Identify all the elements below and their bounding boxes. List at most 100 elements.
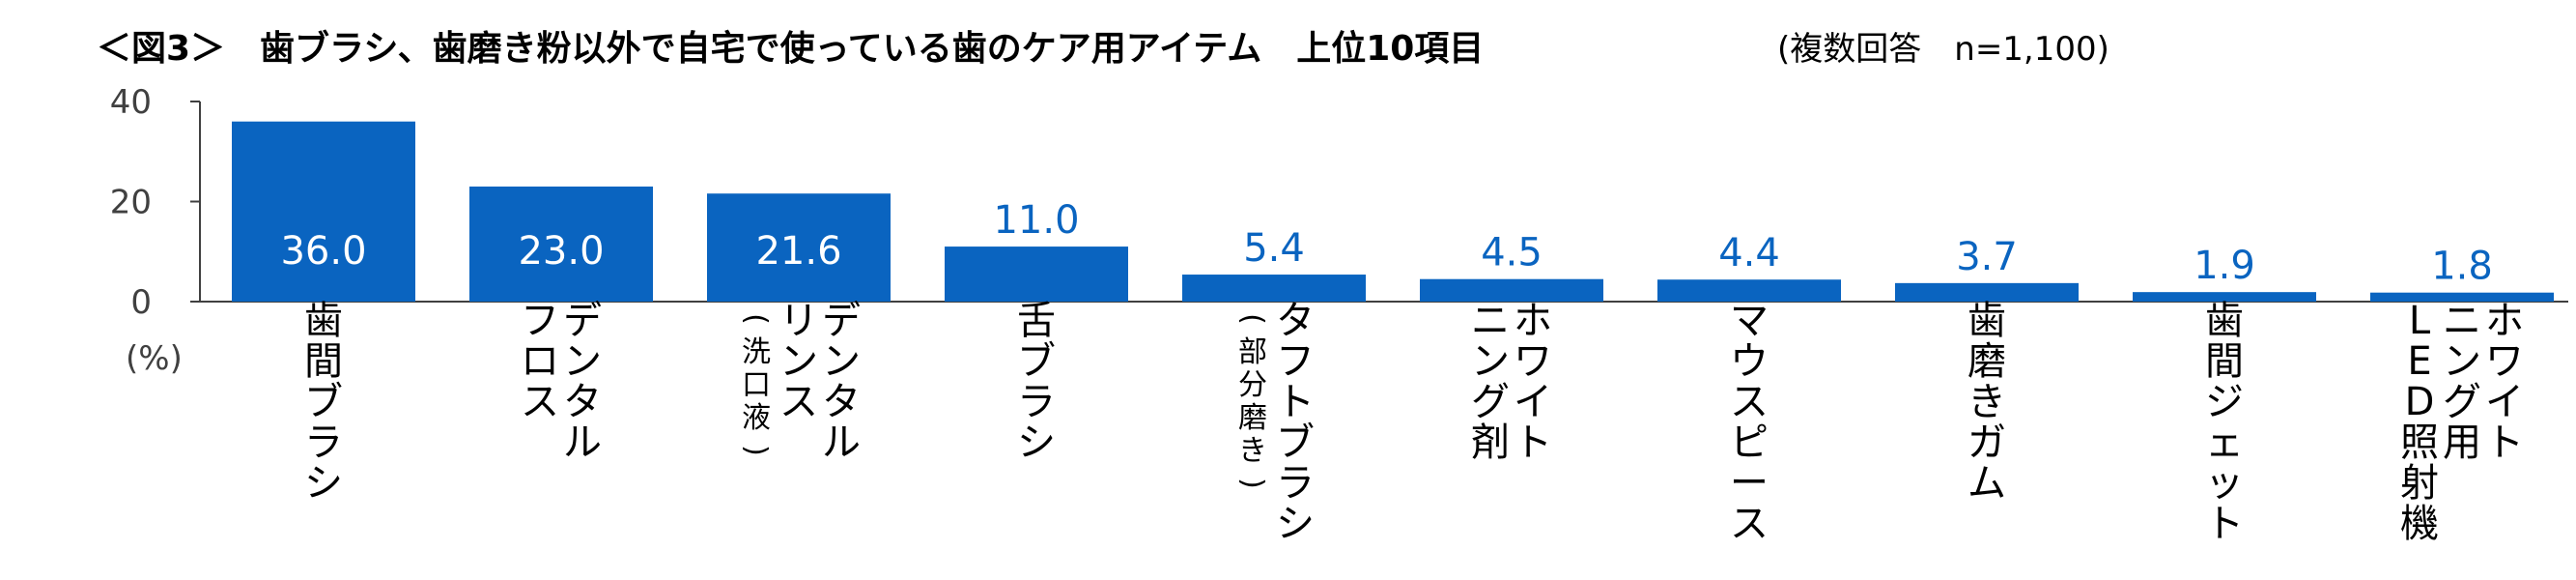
category-label-char: ニ bbox=[2443, 299, 2481, 343]
category-label-char: ト bbox=[1276, 380, 1315, 424]
category-label-char: ワ bbox=[1514, 339, 1552, 384]
bar-value-label: 4.5 bbox=[1481, 231, 1543, 276]
category-label-char: D bbox=[2405, 380, 2435, 424]
category-sublabel-char: ( bbox=[1235, 313, 1269, 325]
chart-subtitle: (複数回答 n=1,100) bbox=[1777, 30, 2109, 69]
y-unit-label: (%) bbox=[126, 339, 183, 378]
category-label-char: ン bbox=[779, 339, 818, 384]
bar bbox=[1657, 279, 1841, 302]
category-labels: 歯間ブラシデンタルフロスデンタルリンス(洗口液)舌ブラシタフトブラシ(部分磨き)… bbox=[304, 299, 2524, 546]
category-label-char: ス bbox=[521, 380, 559, 424]
category-sublabel-char: ) bbox=[739, 445, 773, 456]
bar bbox=[469, 186, 653, 302]
category-label-char: ム bbox=[1967, 461, 2006, 506]
category-label-char: 歯 bbox=[1967, 299, 2006, 343]
category-label-char: ブ bbox=[1276, 420, 1315, 465]
category-sublabel-char: き bbox=[1238, 434, 1267, 468]
category-label-char: ン bbox=[822, 339, 861, 384]
bars: 36.0 23.0 21.6 11.0 5.4 4.5 4.4 3.7 1.9 1.8 bbox=[232, 121, 2554, 302]
bar bbox=[945, 246, 1128, 302]
y-tick-label: 40 bbox=[110, 83, 152, 122]
category-sublabel-char: ( bbox=[739, 313, 773, 325]
category-label-char: ン bbox=[1471, 339, 1510, 384]
category-label-char: 間 bbox=[2205, 339, 2244, 384]
category-label-char: 間 bbox=[304, 339, 343, 384]
bar bbox=[2133, 292, 2316, 302]
category-label-char: デ bbox=[822, 299, 861, 343]
category-label-char: ホ bbox=[1514, 299, 1552, 343]
category-sublabel-char: 液 bbox=[742, 401, 771, 435]
category-label-char: ェ bbox=[2205, 420, 2244, 465]
category-label-char: ス bbox=[1730, 380, 1769, 424]
category-label-char: ホ bbox=[2485, 299, 2524, 343]
category-label-char: ラ bbox=[1276, 461, 1315, 506]
category-label-char: 歯 bbox=[304, 299, 343, 343]
category-label-char: フ bbox=[1276, 339, 1315, 384]
category-label-char: デ bbox=[563, 299, 602, 343]
bar bbox=[1182, 275, 1366, 302]
category-sublabel-char: 磨 bbox=[1238, 401, 1267, 435]
category-label-char: マ bbox=[1730, 299, 1769, 343]
category-label-char: ジ bbox=[2205, 380, 2244, 424]
category-label-char: L bbox=[2409, 299, 2431, 343]
category-label-char: 歯 bbox=[2205, 299, 2244, 343]
category-sublabel-char: ) bbox=[1235, 478, 1269, 489]
category-label-char: き bbox=[1967, 380, 2006, 424]
bar bbox=[232, 121, 415, 302]
bar-value-label: 36.0 bbox=[280, 229, 366, 274]
category-label-char: フ bbox=[521, 299, 559, 343]
category-label-char: ン bbox=[2443, 339, 2481, 384]
category-label-char: ラ bbox=[304, 420, 343, 465]
category-label-char: 磨 bbox=[1967, 339, 2006, 384]
category-label-char: ト bbox=[1514, 420, 1552, 465]
category-sublabel-char: 口 bbox=[742, 368, 771, 402]
y-tick-label: 0 bbox=[130, 283, 152, 322]
bar-value-label: 1.8 bbox=[2431, 245, 2493, 289]
chart-title: ＜図3＞ 歯ブラシ、歯磨き粉以外で自宅で使っている歯のケア用アイテム 上位10項… bbox=[97, 28, 1484, 69]
category-label-char: ス bbox=[1730, 502, 1769, 546]
category-label-char: ブ bbox=[304, 380, 343, 424]
category-label-char: ル bbox=[563, 420, 602, 465]
category-label-char: イ bbox=[1514, 380, 1552, 424]
category-label-char: 射 bbox=[2400, 461, 2439, 506]
bar-value-label: 5.4 bbox=[1243, 226, 1305, 271]
bar-value-label: 1.9 bbox=[2194, 244, 2255, 288]
category-label-char: ワ bbox=[2485, 339, 2524, 384]
bar bbox=[1895, 282, 2079, 302]
category-label-char: ル bbox=[822, 420, 861, 465]
bar bbox=[1420, 278, 1603, 302]
category-label-char: シ bbox=[1017, 420, 1056, 465]
category-label-char: 剤 bbox=[1471, 420, 1510, 465]
bar bbox=[2370, 292, 2554, 302]
category-label-char: グ bbox=[2443, 380, 2481, 424]
category-label-char: ブ bbox=[1017, 339, 1056, 384]
category-label-char: タ bbox=[563, 380, 602, 424]
category-label-char: シ bbox=[304, 461, 343, 506]
category-label-char: E bbox=[2407, 339, 2431, 384]
category-label-char: タ bbox=[822, 380, 861, 424]
category-label-char: ト bbox=[2205, 502, 2244, 546]
category-label-char: ス bbox=[779, 380, 818, 424]
y-tick-label: 20 bbox=[110, 184, 152, 222]
category-label-char: ガ bbox=[1967, 420, 2006, 465]
category-label-char: ー bbox=[1730, 461, 1769, 506]
category-label-char: イ bbox=[2485, 380, 2524, 424]
category-label-char: ト bbox=[2485, 420, 2524, 465]
category-label-char: シ bbox=[1276, 502, 1315, 546]
category-label-char: 舌 bbox=[1017, 299, 1056, 343]
category-sublabel-char: 分 bbox=[1238, 368, 1267, 402]
category-label-char: リ bbox=[779, 299, 818, 343]
category-label-char: ニ bbox=[1471, 299, 1510, 343]
bar-value-label: 21.6 bbox=[755, 229, 841, 274]
bar bbox=[707, 193, 891, 302]
bar-value-label: 3.7 bbox=[1956, 235, 2018, 279]
category-label-char: ロ bbox=[521, 339, 559, 384]
category-label-char: 用 bbox=[2443, 420, 2481, 465]
bar-value-label: 23.0 bbox=[518, 229, 604, 274]
category-sublabel-char: 部 bbox=[1238, 335, 1267, 369]
category-label-char: ウ bbox=[1730, 339, 1769, 384]
category-label-char: 照 bbox=[2400, 420, 2439, 465]
category-label-char: ピ bbox=[1730, 420, 1769, 465]
category-sublabel-char: 洗 bbox=[742, 335, 771, 369]
